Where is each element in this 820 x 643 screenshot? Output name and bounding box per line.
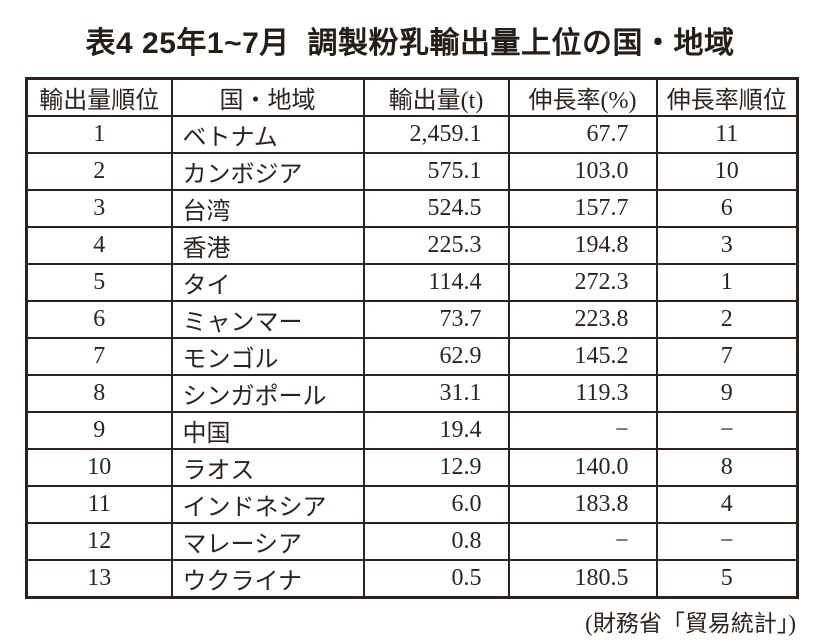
growth-rate-cell: 194.8 [507,226,658,265]
volume-cell: 62.9 [362,337,510,376]
country-cell: インドネシア [170,485,365,524]
growth-rank-cell: 4 [655,485,799,524]
table-row: 9 中国 19.4− − [25,411,799,450]
export-volume-table: 輸出量順位 国・地域 輸出量(t) 伸長率(%) 伸長率順位 1 ベトナム 2,45… [25,77,799,599]
volume-cell: 73.7 [362,300,510,339]
col-header-growth-rank: 伸長率順位 [655,77,799,117]
rank-cell: 10 [25,448,173,487]
growth-rank-cell: − [655,522,799,561]
country-cell: マレーシア [170,522,365,561]
table-row: 1 ベトナム 2,459.1 67.7 11 [25,115,799,154]
growth-rate-cell: 183.8 [507,485,658,524]
growth-rate-cell: 180.5 [507,559,658,599]
country-cell: ベトナム [170,115,365,154]
country-cell: タイ [170,263,365,302]
volume-cell: 0.8 [362,522,510,561]
volume-cell: 0.5 [362,559,510,599]
source-note: (財務省「貿易統計」) [585,611,796,636]
rank-cell: 9 [25,411,173,450]
rank-cell: 3 [25,189,173,228]
growth-rank-cell: 9 [655,374,799,413]
rank-cell: 1 [25,115,173,154]
growth-rate-cell: 223.8 [507,300,658,339]
table-row: 13 ウクライナ 0.5 180.5 5 [25,559,799,599]
growth-rate-cell: − [507,522,658,561]
growth-rank-cell: 10 [655,152,799,191]
table-row: 5 タイ 114.4 272.3 1 [25,263,799,302]
country-cell: ウクライナ [170,559,365,599]
table-row: 6 ミャンマー 73.7 223.8 2 [25,300,799,339]
volume-cell: 114.4 [362,263,510,302]
growth-rank-cell: − [655,411,799,450]
rank-cell: 13 [25,559,173,599]
country-cell: モンゴル [170,337,365,376]
volume-cell: 6.0 [362,485,510,524]
volume-cell: 575.1 [362,152,510,191]
growth-rank-cell: 2 [655,300,799,339]
country-cell: ミャンマー [170,300,365,339]
growth-rank-cell: 1 [655,263,799,302]
growth-rate-cell: 157.7 [507,189,658,228]
rank-cell: 2 [25,152,173,191]
rank-cell: 4 [25,226,173,265]
table-row: 7 モンゴル 62.9 145.2 7 [25,337,799,376]
volume-cell: 225.3 [362,226,510,265]
table-row: 4 香港 225.3 194.8 3 [25,226,799,265]
rank-cell: 6 [25,300,173,339]
table-row: 11 インドネシア 6.0 183.8 4 [25,485,799,524]
growth-rate-cell: 145.2 [507,337,658,376]
growth-rank-cell: 8 [655,448,799,487]
rank-cell: 11 [25,485,173,524]
growth-rank-cell: 3 [655,226,799,265]
rank-cell: 7 [25,337,173,376]
country-cell: 中国 [170,411,365,450]
volume-cell: 12.9 [362,448,510,487]
growth-rank-cell: 11 [655,115,799,154]
growth-rate-cell: 272.3 [507,263,658,302]
col-header-country-region: 国・地域 [170,77,365,117]
volume-cell: 2,459.1 [362,115,510,154]
growth-rate-cell: − [507,411,658,450]
table-row: 10 ラオス 12.9 140.0 8 [25,448,799,487]
growth-rate-cell: 140.0 [507,448,658,487]
col-header-growth-rate: 伸長率(%) [507,77,658,117]
table-row: 2 カンボジア 575.1 103.0 10 [25,152,799,191]
growth-rate-cell: 67.7 [507,115,658,154]
growth-rate-cell: 119.3 [507,374,658,413]
rank-cell: 12 [25,522,173,561]
growth-rate-cell: 103.0 [507,152,658,191]
growth-rank-cell: 7 [655,337,799,376]
volume-cell: 524.5 [362,189,510,228]
country-cell: ラオス [170,448,365,487]
table-title: 表4 25年1~7月 調製粉乳輸出量上位の国・地域 [85,27,735,60]
country-cell: 香港 [170,226,365,265]
table-row: 12 マレーシア 0.8− − [25,522,799,561]
volume-cell: 19.4 [362,411,510,450]
country-cell: 台湾 [170,189,365,228]
country-cell: シンガポール [170,374,365,413]
col-header-export-volume: 輸出量(t) [362,77,510,117]
volume-cell: 31.1 [362,374,510,413]
table-row: 3 台湾 524.5 157.7 6 [25,189,799,228]
header-row: 輸出量順位 国・地域 輸出量(t) 伸長率(%) 伸長率順位 [25,77,799,117]
col-header-export-rank: 輸出量順位 [25,77,173,117]
rank-cell: 5 [25,263,173,302]
growth-rank-cell: 5 [655,559,799,599]
table-row: 8 シンガポール 31.1 119.3 9 [25,374,799,413]
rank-cell: 8 [25,374,173,413]
growth-rank-cell: 6 [655,189,799,228]
country-cell: カンボジア [170,152,365,191]
